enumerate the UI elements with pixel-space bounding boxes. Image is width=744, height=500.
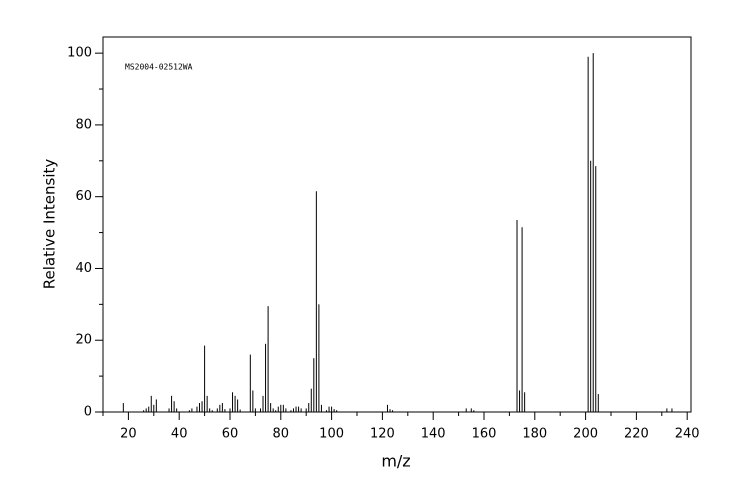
y-tick-label: 0 — [84, 405, 92, 420]
x-tick-label: 160 — [472, 427, 497, 442]
plot-frame — [102, 36, 692, 413]
x-axis-label: m/z — [381, 452, 410, 471]
y-tick-label: 60 — [75, 189, 92, 204]
y-tick-label: 40 — [75, 261, 92, 276]
x-tick-label: 180 — [522, 427, 547, 442]
x-tick-label: 80 — [273, 427, 290, 442]
y-tick-label: 100 — [67, 46, 92, 61]
x-tick-label: 140 — [421, 427, 446, 442]
x-tick-label: 200 — [573, 427, 598, 442]
x-tick-label: 100 — [319, 427, 344, 442]
x-tick-label: 120 — [370, 427, 395, 442]
x-tick-label: 20 — [120, 427, 137, 442]
x-tick-label: 220 — [624, 427, 649, 442]
x-tick-label: 240 — [675, 427, 700, 442]
y-tick-label: 80 — [75, 117, 92, 132]
annotation: MS2004-02512WA — [125, 63, 193, 72]
y-axis-label: Relative Intensity — [41, 159, 59, 290]
x-tick-label: 60 — [222, 427, 239, 442]
x-tick-label: 40 — [171, 427, 188, 442]
y-tick-label: 20 — [75, 333, 92, 348]
